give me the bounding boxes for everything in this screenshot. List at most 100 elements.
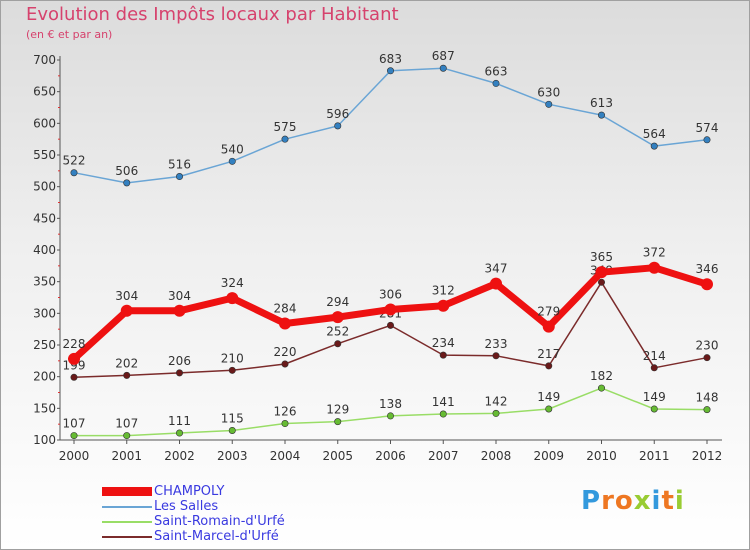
data-point-saint-marcel-d-urfe <box>70 373 78 381</box>
x-tick-label: 2007 <box>428 449 459 463</box>
logo-letter: i <box>651 486 662 516</box>
data-point-champoly <box>595 266 608 279</box>
x-tick-label: 2005 <box>322 449 353 463</box>
data-point-les-salles <box>545 100 553 108</box>
data-label-les-salles: 613 <box>590 96 613 110</box>
data-point-champoly <box>279 317 291 330</box>
x-tick-label: 2004 <box>270 449 301 463</box>
data-point-les-salles <box>597 111 605 119</box>
x-tick-label: 2011 <box>639 449 670 463</box>
data-point-saint-marcel-d-urfe <box>545 362 553 370</box>
data-label-saint-romain-d-urfe: 149 <box>643 390 666 404</box>
x-tick-label: 2001 <box>111 449 142 463</box>
data-point-champoly <box>173 304 186 317</box>
data-point-saint-romain-d-urfe <box>123 432 131 440</box>
data-label-saint-marcel-d-urfe: 199 <box>63 358 86 372</box>
y-tick-label: 200 <box>33 370 56 384</box>
data-point-champoly <box>648 261 661 274</box>
data-point-champoly <box>226 292 239 305</box>
data-label-les-salles: 522 <box>63 154 86 168</box>
data-point-saint-marcel-d-urfe <box>650 364 658 372</box>
data-point-saint-marcel-d-urfe <box>492 352 500 360</box>
legend-swatch-saint-marcel <box>102 536 152 538</box>
data-label-champoly: 312 <box>432 284 455 298</box>
logo-letter: o <box>614 486 634 516</box>
data-point-les-salles <box>650 142 658 150</box>
x-tick-label: 2012 <box>692 449 723 463</box>
data-label-saint-marcel-d-urfe: 252 <box>326 325 349 339</box>
legend-label-champoly: CHAMPOLY <box>154 484 225 499</box>
data-label-saint-marcel-d-urfe: 233 <box>485 337 508 351</box>
data-label-saint-marcel-d-urfe: 217 <box>537 347 560 361</box>
legend-label-saint-marcel: Saint-Marcel-d'Urfé <box>154 529 279 544</box>
data-point-saint-romain-d-urfe <box>597 384 605 392</box>
data-point-les-salles <box>703 136 711 144</box>
data-point-les-salles <box>228 157 236 165</box>
data-point-saint-marcel-d-urfe <box>439 351 447 359</box>
data-label-champoly: 304 <box>115 289 138 303</box>
data-point-champoly <box>701 278 713 291</box>
data-label-les-salles: 687 <box>432 49 455 63</box>
data-point-saint-marcel-d-urfe <box>386 321 394 329</box>
data-point-saint-romain-d-urfe <box>70 432 78 440</box>
data-point-saint-romain-d-urfe <box>492 409 500 417</box>
data-label-champoly: 306 <box>379 288 402 302</box>
data-label-champoly: 324 <box>221 276 244 290</box>
data-label-champoly: 365 <box>590 250 613 264</box>
data-label-champoly: 304 <box>168 289 191 303</box>
y-tick-label: 700 <box>33 53 56 67</box>
y-tick-label: 300 <box>33 306 56 320</box>
data-point-saint-marcel-d-urfe <box>334 340 342 348</box>
data-label-les-salles: 630 <box>537 85 560 99</box>
data-label-champoly: 346 <box>696 262 719 276</box>
y-tick-label: 350 <box>33 275 56 289</box>
data-label-saint-marcel-d-urfe: 210 <box>221 351 244 365</box>
y-tick-label: 250 <box>33 338 56 352</box>
legend-label-les-salles: Les Salles <box>154 499 219 514</box>
series-line-saint-romain-d-urfe <box>73 387 708 437</box>
data-label-saint-marcel-d-urfe: 220 <box>274 345 297 359</box>
data-point-saint-romain-d-urfe <box>176 429 184 437</box>
x-tick-label: 2006 <box>375 449 406 463</box>
data-point-champoly <box>490 277 502 290</box>
data-label-les-salles: 663 <box>485 64 508 78</box>
data-label-champoly: 347 <box>485 262 508 276</box>
y-tick-label: 550 <box>33 148 56 162</box>
data-point-champoly <box>542 320 555 333</box>
data-point-saint-romain-d-urfe <box>281 420 289 428</box>
data-label-champoly: 279 <box>537 305 560 319</box>
data-point-saint-marcel-d-urfe <box>123 371 131 379</box>
logo-letter: x <box>633 486 652 516</box>
data-label-saint-romain-d-urfe: 141 <box>432 395 455 409</box>
legend-swatch-champoly <box>102 487 152 496</box>
x-tick-label: 2009 <box>533 449 564 463</box>
data-label-les-salles: 575 <box>274 120 297 134</box>
data-point-les-salles <box>492 79 500 87</box>
data-point-saint-marcel-d-urfe <box>703 354 711 362</box>
data-label-saint-romain-d-urfe: 129 <box>326 403 349 417</box>
data-label-saint-marcel-d-urfe: 214 <box>643 349 666 363</box>
y-tick-label: 100 <box>33 433 56 447</box>
data-point-saint-marcel-d-urfe <box>597 278 605 286</box>
data-label-les-salles: 574 <box>696 121 719 135</box>
x-tick-label: 2003 <box>217 449 248 463</box>
data-point-saint-marcel-d-urfe <box>176 369 184 377</box>
data-label-les-salles: 596 <box>326 107 349 121</box>
x-tick-label: 2010 <box>586 449 617 463</box>
data-point-les-salles <box>70 169 78 177</box>
data-label-champoly: 228 <box>63 337 86 351</box>
data-point-les-salles <box>386 67 394 75</box>
data-label-saint-romain-d-urfe: 149 <box>537 390 560 404</box>
data-label-les-salles: 516 <box>168 158 191 172</box>
y-tick-label: 450 <box>33 211 56 225</box>
data-label-saint-romain-d-urfe: 107 <box>63 417 86 431</box>
data-label-saint-romain-d-urfe: 107 <box>115 417 138 431</box>
data-label-saint-romain-d-urfe: 111 <box>168 414 191 428</box>
data-point-saint-romain-d-urfe <box>545 405 553 413</box>
data-point-les-salles <box>123 179 131 187</box>
data-label-les-salles: 564 <box>643 127 666 141</box>
chart-subtitle: (en € et par an) <box>26 28 113 41</box>
data-label-champoly: 294 <box>326 295 349 309</box>
